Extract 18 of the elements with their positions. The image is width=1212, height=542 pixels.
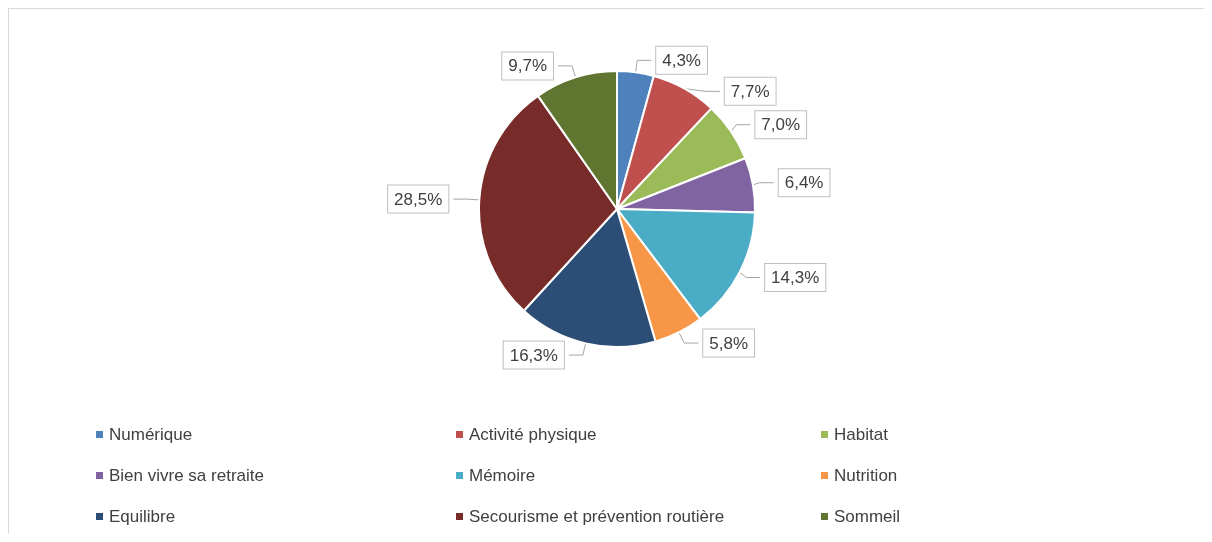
legend-label: Mémoire: [469, 466, 536, 485]
legend-label: Secourisme et prévention routière: [469, 507, 725, 526]
legend-label: Nutrition: [834, 466, 898, 485]
data-label: 7,0%: [761, 115, 801, 135]
data-label: 4,3%: [662, 50, 701, 70]
legend-label: Equilibre: [109, 507, 176, 526]
legend-label: Numérique: [109, 425, 193, 444]
data-label: 28,5%: [394, 189, 443, 209]
data-label: 16,3%: [509, 345, 558, 365]
data-label: 9,7%: [508, 56, 547, 76]
legend-label: Bien vivre sa retraite: [109, 466, 264, 485]
data-label: 6,4%: [784, 173, 824, 193]
data-label: 14,3%: [771, 268, 820, 288]
legend-label: Activité physique: [469, 425, 597, 444]
data-label: 7,7%: [730, 81, 770, 101]
data-label: 5,8%: [709, 333, 749, 353]
legend-label: Sommeil: [834, 507, 901, 526]
legend-label: Habitat: [834, 425, 889, 444]
